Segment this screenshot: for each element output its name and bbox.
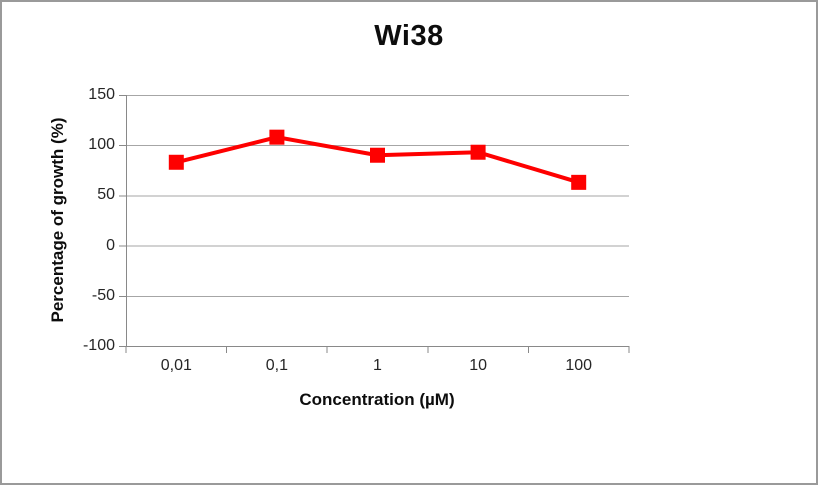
data-point-marker bbox=[370, 147, 385, 163]
y-axis-title: Percentage of growth (%) bbox=[48, 117, 67, 323]
y-tick-label: -100 bbox=[82, 337, 115, 354]
x-tick-label: 0,01 bbox=[160, 357, 192, 374]
x-tick-label: 100 bbox=[565, 357, 593, 374]
x-tick-label: 0,1 bbox=[265, 357, 289, 374]
y-tick-label: -50 bbox=[91, 286, 115, 304]
y-tick-label: 0 bbox=[106, 236, 115, 254]
data-point-marker bbox=[470, 144, 486, 160]
y-tick-label: 50 bbox=[97, 186, 115, 204]
data-point-marker bbox=[571, 174, 587, 190]
x-tick-label: 1 bbox=[373, 357, 382, 374]
data-point-marker bbox=[269, 129, 285, 145]
x-tick-label: 10 bbox=[469, 357, 487, 374]
y-tick-label: 100 bbox=[88, 136, 115, 154]
x-axis-title: Concentration (µM) bbox=[299, 390, 455, 409]
y-tick-label: 150 bbox=[88, 86, 115, 103]
chart-title: Wi38 bbox=[374, 20, 444, 52]
data-point-marker bbox=[168, 154, 184, 170]
plot-area bbox=[119, 95, 630, 353]
